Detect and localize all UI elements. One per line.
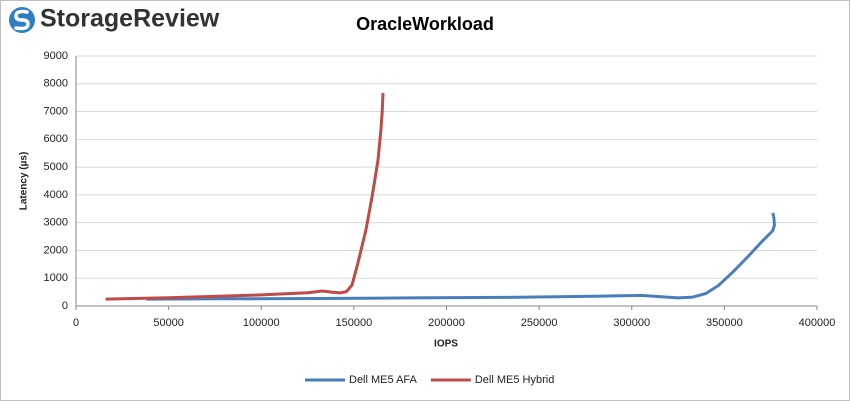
x-axis-label: IOPS — [434, 339, 458, 350]
y-tick-label: 4000 — [44, 189, 68, 201]
legend-label: Dell ME5 AFA — [349, 374, 418, 386]
x-tick-label: 200000 — [428, 317, 465, 329]
logo-icon — [9, 7, 35, 33]
y-tick-label: 2000 — [44, 244, 68, 256]
y-axis-label: Latency (µs) — [19, 152, 30, 211]
x-tick-label: 250000 — [521, 317, 558, 329]
x-tick-label: 0 — [73, 317, 79, 329]
series-line — [146, 212, 776, 301]
x-tick-label: 150000 — [336, 317, 373, 329]
x-tick-label: 300000 — [613, 317, 650, 329]
series-line — [105, 92, 385, 301]
y-tick-label: 6000 — [44, 133, 68, 145]
y-tick-label: 3000 — [44, 217, 68, 229]
logo-text: StorageReview — [40, 5, 220, 33]
legend-label: Dell ME5 Hybrid — [475, 374, 554, 386]
x-tick-label: 400000 — [799, 317, 836, 329]
x-tick-label: 50000 — [153, 317, 184, 329]
y-tick-label: 1000 — [44, 272, 68, 284]
x-tick-label: 100000 — [243, 317, 280, 329]
y-tick-label: 9000 — [44, 50, 68, 62]
y-tick-label: 5000 — [44, 161, 68, 173]
y-tick-label: 0 — [62, 300, 68, 312]
chart-title: OracleWorkload — [356, 14, 494, 34]
y-tick-label: 7000 — [44, 105, 68, 117]
y-tick-label: 8000 — [44, 78, 68, 90]
x-tick-label: 350000 — [706, 317, 743, 329]
